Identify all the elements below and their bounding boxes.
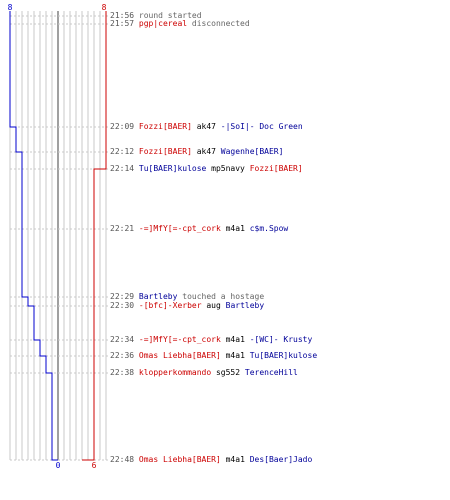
t-start-count: 8 bbox=[102, 3, 107, 12]
log-entry: 22:21 -=]MfY[=-cpt_cork m4a1 c$m.Spow bbox=[110, 224, 288, 234]
log-entry: 22:36 Omas Liebha[BAER] m4a1 Tu[BAER]kul… bbox=[110, 351, 317, 361]
log-entry-weapon: m4a1 bbox=[220, 335, 250, 344]
log-entry-player: pgp|cereal bbox=[138, 19, 188, 28]
log-entry-player: Fozzi[BAER] bbox=[138, 122, 192, 131]
alive-players-timeline: 8 8 0 6 bbox=[8, 3, 108, 470]
log-entry-message: round started bbox=[138, 11, 202, 20]
log-entry-player: Tu[BAER]kulose bbox=[249, 351, 318, 360]
t-alive-step-line bbox=[82, 11, 107, 461]
log-entry-time: 22:48 bbox=[110, 455, 139, 464]
log-entry-time: 21:57 bbox=[110, 19, 139, 28]
log-entry-time: 22:34 bbox=[110, 335, 139, 344]
log-entry-player: Fozzi[BAER] bbox=[138, 147, 192, 156]
log-entry-time: 22:36 bbox=[110, 351, 139, 360]
log-entry-time: 22:30 bbox=[110, 301, 139, 310]
log-entry: 22:12 Fozzi[BAER] ak47 Wagenhe[BAER] bbox=[110, 147, 283, 157]
log-entry-player: Wagenhe[BAER] bbox=[220, 147, 284, 156]
log-entry-weapon: mp5navy bbox=[206, 164, 250, 173]
log-entry-weapon: ak47 bbox=[191, 147, 221, 156]
log-entry-message: touched a hostage bbox=[177, 292, 265, 301]
log-entry-player: -|SoI|- Doc Green bbox=[220, 122, 303, 131]
log-entry-time: 22:14 bbox=[110, 164, 139, 173]
log-entry: 22:48 Omas Liebha[BAER] m4a1 Des[Baer]Ja… bbox=[110, 455, 312, 465]
log-entry-time: 22:21 bbox=[110, 224, 139, 233]
ct-alive-step-line bbox=[9, 11, 58, 461]
log-entry-player: Des[Baer]Jado bbox=[249, 455, 313, 464]
log-entry-player: Fozzi[BAER] bbox=[249, 164, 303, 173]
log-entry-player: Bartleby bbox=[225, 301, 265, 310]
log-entry: 21:56 round started bbox=[110, 11, 202, 21]
log-entry-weapon: m4a1 bbox=[220, 224, 250, 233]
log-entry-player: Omas Liebha[BAER] bbox=[138, 455, 221, 464]
log-entry-weapon: sg552 bbox=[211, 368, 245, 377]
log-entry: 22:14 Tu[BAER]kulose mp5navy Fozzi[BAER] bbox=[110, 164, 303, 174]
log-entry-message: disconnected bbox=[187, 19, 250, 28]
log-entry-player: -=]MfY[=-cpt_cork bbox=[138, 335, 221, 344]
log-entry-time: 22:12 bbox=[110, 147, 139, 156]
log-entry-time: 22:38 bbox=[110, 368, 139, 377]
log-entry-time: 22:09 bbox=[110, 122, 139, 131]
log-entry-weapon: ak47 bbox=[191, 122, 221, 131]
log-entry-weapon: m4a1 bbox=[220, 455, 250, 464]
log-entry-time: 22:29 bbox=[110, 292, 139, 301]
log-entry: 21:57 pgp|cereal disconnected bbox=[110, 19, 250, 29]
log-entry-player: TerenceHill bbox=[244, 368, 298, 377]
log-entry-weapon: m4a1 bbox=[220, 351, 250, 360]
log-entry: 22:38 klopperkommando sg552 TerenceHill bbox=[110, 368, 298, 378]
log-entry-player: Omas Liebha[BAER] bbox=[138, 351, 221, 360]
log-entry-player: -[WC]- Krusty bbox=[249, 335, 313, 344]
log-entry-player: c$m.Spow bbox=[249, 224, 289, 233]
log-entry: 22:34 -=]MfY[=-cpt_cork m4a1 -[WC]- Krus… bbox=[110, 335, 312, 345]
log-entry-weapon: aug bbox=[201, 301, 226, 310]
log-entry: 22:30 -[bfc]-Xerber aug Bartleby bbox=[110, 301, 264, 311]
log-entry: 22:09 Fozzi[BAER] ak47 -|SoI|- Doc Green bbox=[110, 122, 303, 132]
log-entry-player: -[bfc]-Xerber bbox=[138, 301, 202, 310]
log-entry-player: Tu[BAER]kulose bbox=[138, 164, 207, 173]
ct-start-count: 8 bbox=[8, 3, 13, 12]
log-entry-player: Bartleby bbox=[138, 292, 178, 301]
t-end-count: 6 bbox=[92, 461, 97, 470]
log-entry-player: -=]MfY[=-cpt_cork bbox=[138, 224, 221, 233]
ct-end-count: 0 bbox=[56, 461, 61, 470]
log-entry: 22:29 Bartleby touched a hostage bbox=[110, 292, 264, 302]
log-entry-player: klopperkommando bbox=[138, 368, 212, 377]
log-entry-time: 21:56 bbox=[110, 11, 139, 20]
